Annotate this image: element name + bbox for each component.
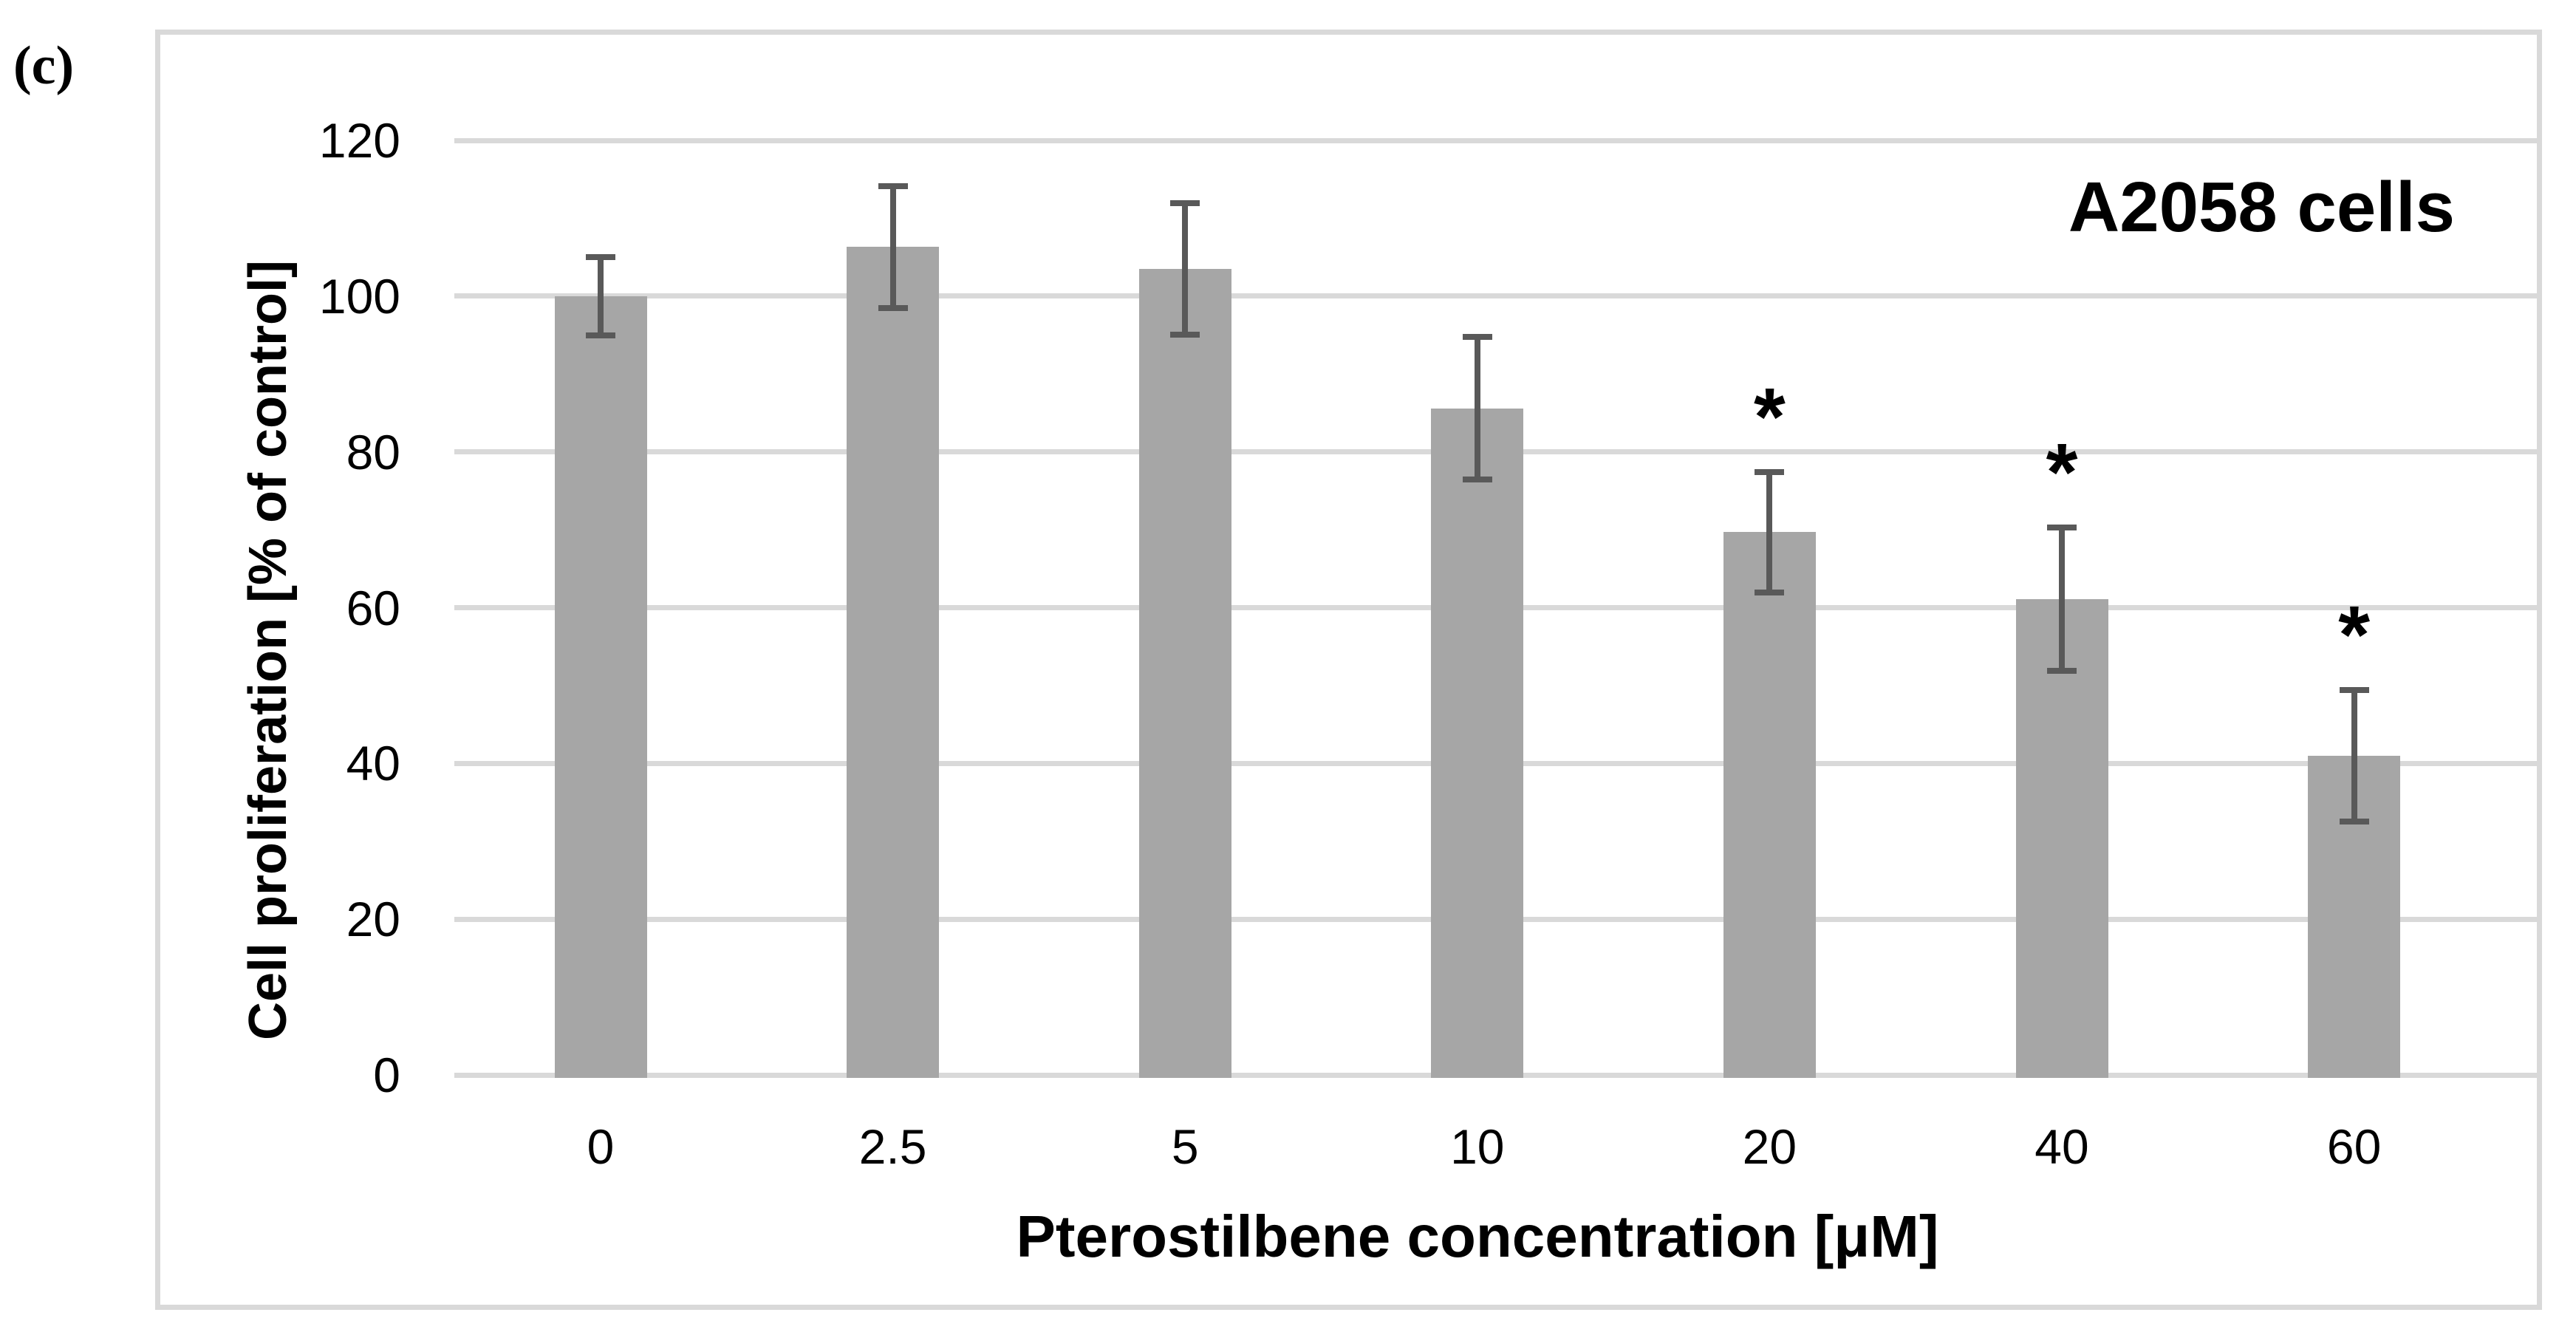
error-bar-cap-bottom [1462,476,1492,482]
error-bar-cap-top [1755,468,1785,475]
x-axis-title: Pterostilbene concentration [μM] [1016,1203,1939,1269]
y-tick-label: 20 [346,892,400,947]
x-tick-label: 10 [1450,1119,1505,1174]
y-tick-label: 0 [373,1048,400,1102]
error-bar [598,253,604,338]
error-bar-cap-top [1462,334,1492,341]
y-tick-label: 40 [346,736,400,791]
chart-plot-border [155,30,2542,1310]
significance-asterisk: * [1753,371,1786,462]
error-bar-cap-bottom [1170,331,1200,338]
error-bar-cap-top [1170,200,1200,207]
error-bar [1766,468,1773,595]
x-tick-label: 20 [1742,1119,1797,1174]
error-bar-cap-top [586,253,615,260]
error-bar [1474,334,1480,482]
gridline [454,293,2539,299]
y-tick-label: 60 [346,580,400,635]
y-tick-label: 80 [346,424,400,479]
bar [1431,408,1524,1078]
error-bar [2059,524,2065,675]
significance-asterisk: * [2046,426,2078,518]
error-bar [1182,200,1189,338]
significance-asterisk: * [2338,590,2370,681]
bar [554,296,647,1078]
x-tick-label: 2.5 [858,1119,927,1174]
bar [2015,598,2108,1078]
error-bar-cap-bottom [2047,668,2077,675]
x-tick-label: 5 [1171,1119,1199,1174]
error-bar [2351,687,2357,824]
y-tick-label: 120 [318,113,400,168]
x-tick-label: 40 [2035,1119,2089,1174]
error-bar-cap-top [2339,687,2369,694]
error-bar-cap-bottom [1755,589,1785,595]
error-bar [889,182,896,311]
x-tick-label: 60 [2326,1119,2382,1174]
x-tick-label: 0 [587,1119,615,1174]
error-bar-cap-top [878,182,908,189]
bar [847,247,940,1078]
error-bar-cap-bottom [2339,818,2369,824]
error-bar-cap-bottom [878,304,908,311]
chart-title: A2058 cells [2068,168,2455,247]
panel-label: (c) [13,35,75,96]
y-tick-label: 100 [318,268,400,324]
error-bar-cap-top [2047,524,2077,530]
bar [1723,532,1816,1078]
gridline [454,137,2539,143]
bar [1138,268,1231,1078]
error-bar-cap-bottom [586,332,615,338]
